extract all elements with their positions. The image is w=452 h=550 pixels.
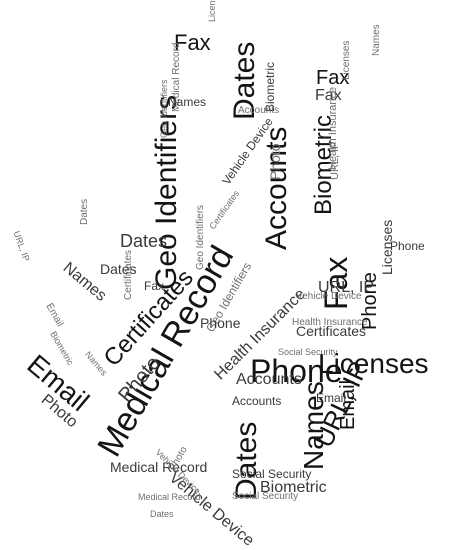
cloud-word: Email [316,391,347,405]
cloud-word: Social Security [278,347,338,357]
cloud-word: Geo Identifiers [159,79,169,138]
cloud-word: Phone [250,353,343,389]
cloud-word: Dates [150,509,174,519]
cloud-word: Licenses [341,40,352,80]
cloud-word: Dates [100,261,137,277]
cloud-word: Dates [230,421,263,500]
cloud-word: Email [43,301,66,329]
cloud-word: Dates [120,231,168,251]
cloud-word: Phone [200,315,241,331]
cloud-word: Dates [79,198,90,225]
cloud-word: Social Security [232,491,299,502]
cloud-word: Accounts [236,371,302,388]
cloud-word: Photo [267,143,283,180]
cloud-word: Certificates [207,188,242,232]
cloud-word: URL, IP [318,279,375,296]
cloud-word: Names [371,24,382,56]
cloud-word: Accounts [232,394,282,408]
cloud-word: Fax [315,87,342,104]
cloud-word: Fax [174,30,211,55]
cloud-word: Medical Record [110,459,208,475]
cloud-word: Names [168,95,207,109]
cloud-word: URL, IP [329,141,341,180]
cloud-word: URL, IP [11,229,32,263]
cloud-word: Health Insurance [292,317,368,328]
cloud-word: Accounts [238,105,280,116]
cloud-word: Fax [144,279,165,293]
cloud-word: Certificates [296,323,367,339]
cloud-word: Phone [390,239,425,253]
cloud-word: Fax [316,67,350,89]
cloud-word: Social Security [232,467,312,481]
cloud-word: Medical Record [138,492,201,502]
cloud-word: Vehicle Device [296,291,362,302]
cloud-word: Biometric [260,479,327,496]
cloud-word: Licenses [207,0,217,22]
cloud-word: Geo Identifiers [195,204,206,270]
cloud-word: Licenses [318,348,429,379]
